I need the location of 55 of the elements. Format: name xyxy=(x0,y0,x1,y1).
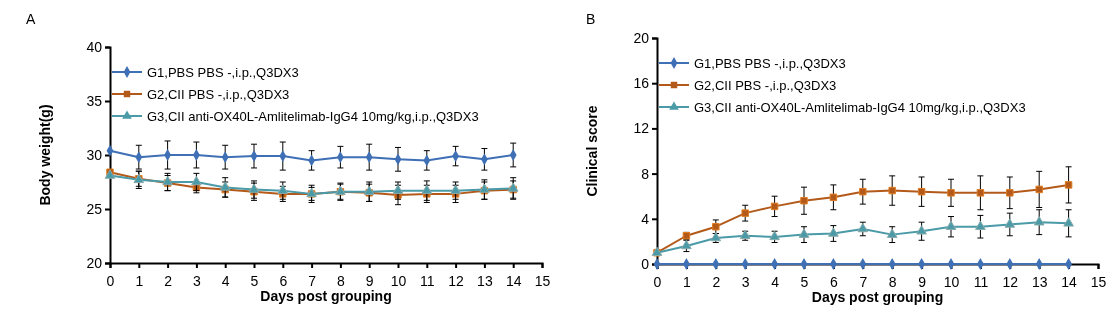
x-tick-label: 14 xyxy=(1061,273,1078,290)
x-tick-label: 4 xyxy=(771,273,780,290)
x-tick-label: 0 xyxy=(653,273,662,290)
x-tick-label: 12 xyxy=(448,272,465,289)
x-tick-label: 14 xyxy=(505,272,522,289)
x-tick-label: 15 xyxy=(534,272,551,289)
x-tick-label: 10 xyxy=(390,272,407,289)
x-tick-label: 6 xyxy=(279,272,288,289)
x-tick-label: 6 xyxy=(830,273,838,290)
y-tick-label: 12 xyxy=(633,120,650,137)
x-axis-title: Days post grouping xyxy=(811,289,944,305)
y-axis-title: Clinical score xyxy=(584,105,600,197)
x-tick-label: 0 xyxy=(106,272,115,289)
y-axis-title: Body weight(g) xyxy=(37,104,53,206)
x-tick-label: 7 xyxy=(308,272,317,289)
legend-label: G1,PBS PBS -,i.p.,Q3DX3 xyxy=(694,56,846,71)
x-tick-label: 5 xyxy=(800,273,809,290)
x-tick-label: 3 xyxy=(193,272,201,289)
x-axis-title: Days post grouping xyxy=(260,288,392,304)
legend-label: G2,CII PBS -,i.p.,Q3DX3 xyxy=(147,87,290,102)
legend-label: G3,CII anti-OX40L-Amlitelimab-IgG4 10mg/kg,i.p.,Q3DX3 xyxy=(147,109,479,124)
x-tick-label: 9 xyxy=(918,273,927,290)
text: A xyxy=(26,11,36,27)
x-tick-label: 11 xyxy=(420,272,435,289)
legend-label: G2,CII PBS -,i.p.,Q3DX3 xyxy=(694,78,837,93)
x-tick-label: 2 xyxy=(712,273,721,290)
x-tick-label: 7 xyxy=(859,273,868,290)
text: B xyxy=(586,11,596,27)
legend-label: G1,PBS PBS -,i.p.,Q3DX3 xyxy=(147,65,299,80)
y-tick-label: 4 xyxy=(641,210,650,227)
y-tick-label: 8 xyxy=(641,165,650,182)
y-tick-label: 35 xyxy=(86,92,103,109)
y-tick-label: 0 xyxy=(641,255,650,272)
x-tick-label: 5 xyxy=(250,272,259,289)
x-tick-label: 12 xyxy=(1002,273,1019,290)
x-tick-label: 11 xyxy=(973,273,989,290)
x-tick-label: 3 xyxy=(741,273,750,290)
legend-label: G3,CII anti-OX40L-Amlitelimab-IgG4 10mg/kg,i.p.,Q3DX3 xyxy=(694,100,1026,115)
x-tick-label: 1 xyxy=(683,273,691,290)
x-tick-label: 8 xyxy=(888,273,897,290)
y-tick-label: 25 xyxy=(86,200,103,217)
y-tick-label: 30 xyxy=(86,146,103,163)
y-tick-label: 16 xyxy=(633,75,650,92)
y-tick-label: 20 xyxy=(86,254,103,271)
x-tick-label: 8 xyxy=(337,272,345,289)
x-tick-label: 2 xyxy=(164,272,173,289)
x-tick-label: 13 xyxy=(477,272,493,289)
x-tick-label: 9 xyxy=(365,272,374,289)
x-tick-label: 4 xyxy=(221,272,230,289)
x-tick-label: 10 xyxy=(943,273,960,290)
y-tick-label: 20 xyxy=(633,29,650,46)
y-tick-label: 40 xyxy=(86,38,103,55)
x-tick-label: 15 xyxy=(1090,273,1107,290)
x-tick-label: 13 xyxy=(1031,273,1048,290)
x-tick-label: 1 xyxy=(135,272,144,289)
